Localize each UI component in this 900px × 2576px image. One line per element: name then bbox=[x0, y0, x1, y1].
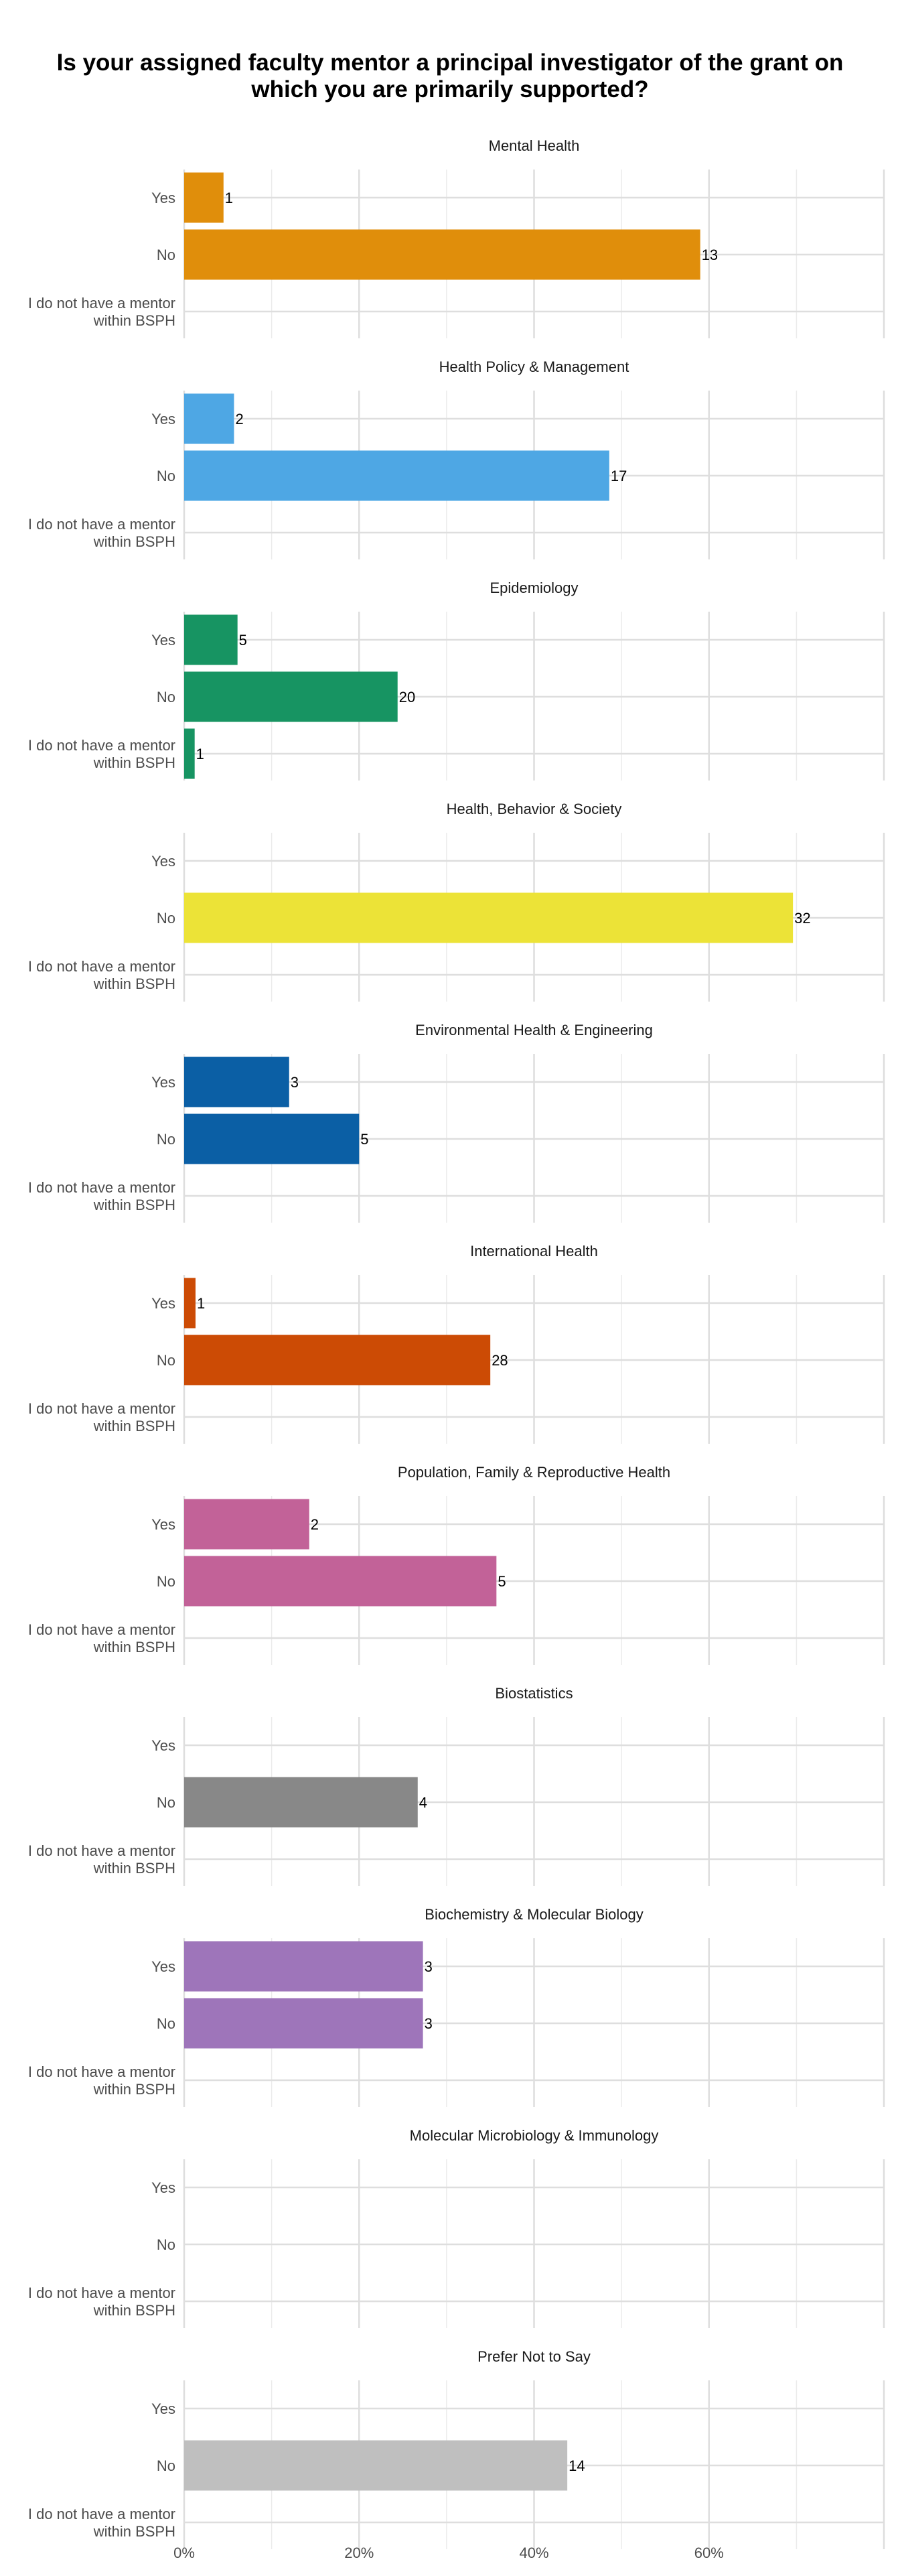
facet-label: Prefer Not to Say bbox=[477, 2348, 591, 2365]
bar bbox=[184, 1998, 423, 2049]
data-label: 1 bbox=[197, 1295, 205, 1312]
data-label: 4 bbox=[419, 1794, 427, 1811]
data-label: 2 bbox=[311, 1516, 319, 1533]
x-tick-label: 20% bbox=[344, 2545, 374, 2561]
category-label: Yes bbox=[151, 1516, 175, 1533]
category-label: Yes bbox=[151, 1958, 175, 1975]
data-label: 1 bbox=[196, 746, 204, 762]
category-label: I do not have a mentor bbox=[28, 516, 175, 533]
category-label: within BSPH bbox=[93, 1860, 175, 1877]
category-label: No bbox=[157, 1131, 175, 1148]
bar bbox=[184, 614, 238, 665]
category-label: Yes bbox=[151, 1074, 175, 1091]
category-label: Yes bbox=[151, 190, 175, 206]
category-label: No bbox=[157, 1573, 175, 1590]
bar bbox=[184, 671, 398, 722]
chart-title-line-2: which you are primarily supported? bbox=[250, 76, 648, 103]
category-label: within BSPH bbox=[93, 1197, 175, 1213]
facet-label: Biochemistry & Molecular Biology bbox=[425, 1906, 643, 1923]
category-label: Yes bbox=[151, 1737, 175, 1754]
facet-label: Mental Health bbox=[489, 137, 580, 154]
facet-label: Health Policy & Management bbox=[439, 358, 629, 375]
category-label: I do not have a mentor bbox=[28, 2063, 175, 2080]
bar bbox=[184, 1941, 423, 1992]
data-label: 17 bbox=[611, 468, 627, 484]
category-label: Yes bbox=[151, 1295, 175, 1312]
category-label: within BSPH bbox=[93, 2523, 175, 2540]
data-label: 3 bbox=[291, 1074, 299, 1091]
chart-title-line-1: Is your assigned faculty mentor a princi… bbox=[57, 50, 844, 76]
data-label: 5 bbox=[239, 632, 247, 649]
bar bbox=[184, 1057, 289, 1107]
facet-label: International Health bbox=[470, 1243, 598, 1260]
data-label: 2 bbox=[235, 411, 243, 427]
data-label: 28 bbox=[492, 1352, 508, 1369]
data-label: 1 bbox=[225, 190, 233, 206]
category-label: I do not have a mentor bbox=[28, 1842, 175, 1859]
category-label: No bbox=[157, 247, 175, 263]
category-label: No bbox=[157, 1794, 175, 1811]
data-label: 13 bbox=[702, 247, 718, 263]
category-label: within BSPH bbox=[93, 1418, 175, 1434]
data-label: 5 bbox=[498, 1573, 506, 1590]
category-label: I do not have a mentor bbox=[28, 295, 175, 312]
category-label: within BSPH bbox=[93, 975, 175, 992]
category-label: Yes bbox=[151, 2179, 175, 2196]
data-label: 3 bbox=[425, 1958, 433, 1975]
category-label: I do not have a mentor bbox=[28, 2285, 175, 2301]
bar bbox=[184, 2440, 568, 2491]
facet-label: Population, Family & Reproductive Health bbox=[398, 1464, 670, 1481]
category-label: Yes bbox=[151, 411, 175, 427]
category-label: No bbox=[157, 2015, 175, 2032]
category-label: within BSPH bbox=[93, 533, 175, 550]
x-tick-label: 60% bbox=[694, 2545, 724, 2561]
x-tick-label: 40% bbox=[519, 2545, 548, 2561]
bar bbox=[184, 1777, 418, 1828]
bar bbox=[184, 728, 195, 779]
bar bbox=[184, 1335, 491, 1385]
bar bbox=[184, 1113, 360, 1164]
category-label: No bbox=[157, 468, 175, 484]
bar bbox=[184, 1499, 309, 1550]
data-label: 14 bbox=[569, 2457, 585, 2474]
data-label: 32 bbox=[794, 910, 810, 927]
x-tick-label: 0% bbox=[173, 2545, 195, 2561]
category-label: I do not have a mentor bbox=[28, 1400, 175, 1417]
category-label: within BSPH bbox=[93, 1639, 175, 1655]
category-label: I do not have a mentor bbox=[28, 2506, 175, 2522]
category-label: within BSPH bbox=[93, 754, 175, 771]
bar bbox=[184, 450, 609, 501]
bar bbox=[184, 393, 234, 444]
category-label: Yes bbox=[151, 2400, 175, 2417]
facet-label: Epidemiology bbox=[490, 580, 578, 596]
category-label: No bbox=[157, 2236, 175, 2253]
category-label: No bbox=[157, 910, 175, 927]
category-label: Yes bbox=[151, 853, 175, 870]
category-label: No bbox=[157, 1352, 175, 1369]
category-label: I do not have a mentor bbox=[28, 1179, 175, 1196]
bar bbox=[184, 229, 700, 280]
category-label: I do not have a mentor bbox=[28, 958, 175, 975]
data-label: 20 bbox=[399, 689, 415, 705]
facet-label: Health, Behavior & Society bbox=[447, 801, 622, 817]
bar bbox=[184, 172, 224, 223]
facet-label: Molecular Microbiology & Immunology bbox=[410, 2127, 659, 2144]
category-label: No bbox=[157, 2457, 175, 2474]
category-label: No bbox=[157, 689, 175, 705]
facet-label: Biostatistics bbox=[495, 1685, 573, 1702]
category-label: I do not have a mentor bbox=[28, 737, 175, 754]
bar bbox=[184, 1556, 497, 1607]
category-label: Yes bbox=[151, 632, 175, 649]
data-label: 5 bbox=[360, 1131, 368, 1148]
facet-label: Environmental Health & Engineering bbox=[415, 1022, 653, 1038]
category-label: within BSPH bbox=[93, 312, 175, 329]
category-label: within BSPH bbox=[93, 2081, 175, 2098]
bar bbox=[184, 1278, 196, 1329]
data-label: 3 bbox=[425, 2015, 433, 2032]
category-label: within BSPH bbox=[93, 2302, 175, 2319]
bar bbox=[184, 892, 794, 943]
category-label: I do not have a mentor bbox=[28, 1621, 175, 1638]
